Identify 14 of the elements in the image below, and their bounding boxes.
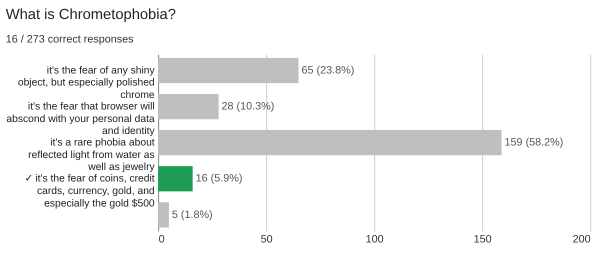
- data-label: 5 (1.8%): [172, 208, 213, 221]
- data-label: 65 (23.8%): [301, 64, 354, 76]
- y-tick-label: it's a rare phobia about reflected light from water as well as jewelry: [28, 138, 156, 174]
- data-label: 16 (5.9%): [196, 172, 242, 185]
- x-tick-label: 200: [572, 233, 591, 246]
- x-tick-label: 50: [260, 233, 273, 246]
- data-label: 159 (58.2%): [504, 136, 564, 149]
- chart-title: What is Chrometophobia?: [6, 6, 176, 23]
- x-tick-label: 100: [366, 233, 384, 246]
- x-tick-label: 0: [158, 233, 165, 246]
- x-tick-label: 150: [474, 233, 492, 246]
- data-label: 28 (10.3%): [222, 100, 274, 113]
- y-tick-label: ✓ it's the fear of coins, credit cards, currency, gold, and especially the gold $500: [24, 174, 155, 210]
- text: 16 / 273 correct responses: [6, 34, 134, 46]
